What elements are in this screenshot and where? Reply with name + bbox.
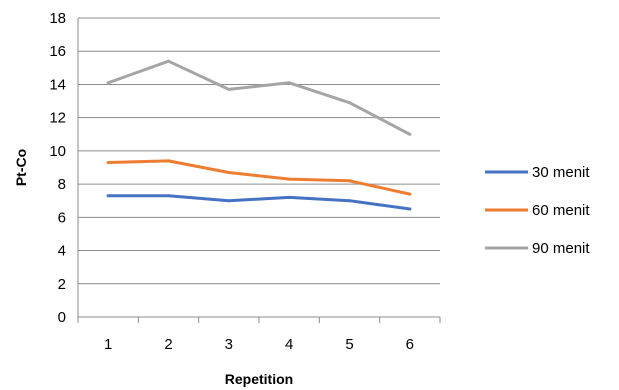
data-point xyxy=(167,194,170,198)
y-tick-label: 4 xyxy=(58,243,66,260)
data-point xyxy=(348,199,351,203)
y-axis-title: Pt-Co xyxy=(13,149,29,186)
legend-label: 60 menit xyxy=(532,202,590,219)
y-tick-label: 16 xyxy=(49,43,66,60)
data-point xyxy=(348,101,351,105)
y-tick-label: 10 xyxy=(49,143,66,160)
data-point xyxy=(348,179,351,183)
y-tick-label: 14 xyxy=(49,76,66,93)
data-point xyxy=(167,59,170,63)
legend-label: 30 menit xyxy=(532,164,590,181)
y-tick-labels: 0 2 4 6 8 10 12 14 16 18 xyxy=(49,10,66,326)
y-tick-label: 18 xyxy=(49,10,66,27)
x-tick-label: 3 xyxy=(225,336,233,353)
x-tick-label: 5 xyxy=(345,336,353,353)
series-line-90-menit xyxy=(106,59,412,136)
y-tick-label: 0 xyxy=(58,309,66,326)
data-point xyxy=(227,170,231,174)
x-axis-title: Repetition xyxy=(225,371,293,387)
data-point xyxy=(287,195,291,199)
legend-label: 90 menit xyxy=(532,240,590,257)
x-tick-label: 2 xyxy=(164,336,172,353)
y-tick-label: 6 xyxy=(58,209,66,226)
legend: 30 menit 60 menit 90 menit xyxy=(485,164,590,257)
x-tick-label: 6 xyxy=(406,336,414,353)
data-point xyxy=(287,81,291,85)
data-point xyxy=(167,159,170,163)
data-point xyxy=(287,177,291,181)
data-point xyxy=(408,192,412,196)
x-tick-label: 4 xyxy=(285,336,293,353)
data-point xyxy=(227,199,231,203)
axes xyxy=(77,18,441,323)
x-tick-labels: 1 2 3 4 5 6 xyxy=(104,336,414,353)
data-point xyxy=(408,132,412,136)
data-point xyxy=(106,81,110,85)
x-tick-label: 1 xyxy=(104,336,112,353)
data-point xyxy=(408,207,412,211)
y-tick-label: 8 xyxy=(58,176,66,193)
data-point xyxy=(106,161,110,165)
series-line-30-menit xyxy=(106,194,412,211)
series-lines xyxy=(106,59,412,211)
gridlines xyxy=(78,17,440,285)
y-tick-label: 2 xyxy=(58,276,66,293)
y-tick-label: 12 xyxy=(49,110,66,127)
data-point xyxy=(227,87,231,91)
data-point xyxy=(106,194,110,198)
series-line-60-menit xyxy=(106,159,412,196)
